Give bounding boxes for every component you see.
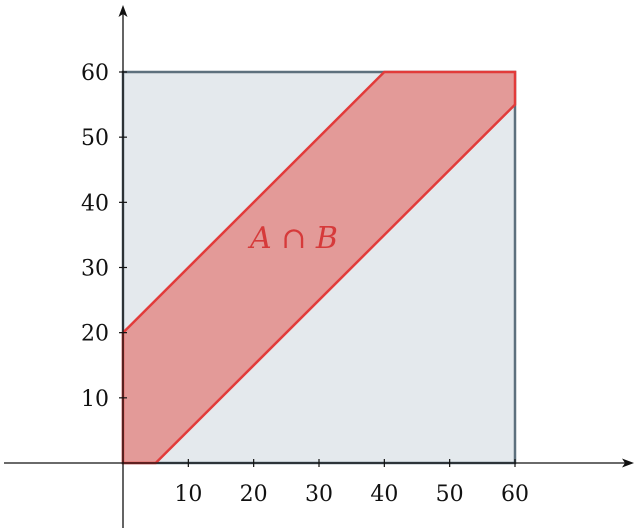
- y-tick-label: 20: [81, 322, 109, 347]
- x-tick-label: 20: [240, 482, 268, 507]
- y-axis-arrowhead: [118, 5, 128, 17]
- x-tick-label: 60: [501, 482, 529, 507]
- x-axis-ticks: 10 20 30 40 50 60: [174, 459, 529, 507]
- y-axis-ticks: 10 20 30 40 50 60: [81, 61, 127, 412]
- intersection-label: A ∩ B: [247, 221, 338, 256]
- y-tick-label: 10: [81, 387, 109, 412]
- x-axis-arrowhead: [622, 458, 634, 468]
- y-tick-label: 30: [81, 257, 109, 282]
- x-tick-label: 50: [436, 482, 464, 507]
- y-tick-label: 40: [81, 191, 109, 216]
- y-tick-label: 60: [81, 61, 109, 86]
- x-tick-label: 40: [370, 482, 398, 507]
- x-tick-label: 30: [305, 482, 333, 507]
- y-tick-label: 50: [81, 126, 109, 151]
- x-tick-label: 10: [174, 482, 202, 507]
- axes: [4, 5, 634, 528]
